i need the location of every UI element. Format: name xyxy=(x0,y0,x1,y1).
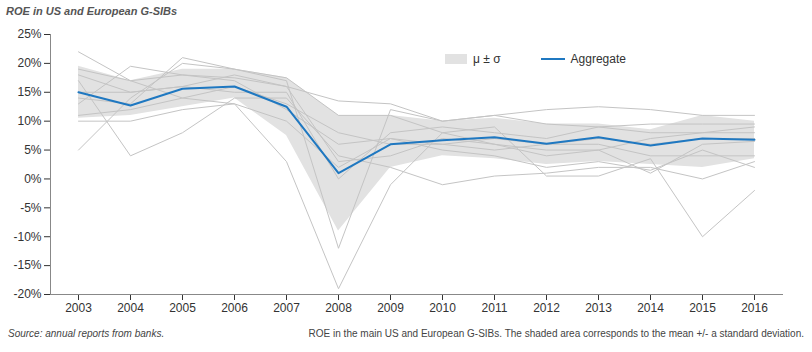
svg-text:2012: 2012 xyxy=(533,301,560,315)
svg-text:2013: 2013 xyxy=(585,301,612,315)
svg-text:2005: 2005 xyxy=(169,301,196,315)
svg-text:20%: 20% xyxy=(17,56,41,70)
svg-text:-5%: -5% xyxy=(20,201,42,215)
svg-text:15%: 15% xyxy=(17,85,41,99)
svg-text:25%: 25% xyxy=(17,27,41,41)
svg-text:5%: 5% xyxy=(24,143,42,157)
svg-text:-10%: -10% xyxy=(13,230,41,244)
svg-text:2007: 2007 xyxy=(273,301,300,315)
svg-text:2014: 2014 xyxy=(637,301,664,315)
svg-text:2003: 2003 xyxy=(65,301,92,315)
svg-text:-15%: -15% xyxy=(13,258,41,272)
svg-text:2008: 2008 xyxy=(325,301,352,315)
svg-text:0%: 0% xyxy=(24,172,42,186)
svg-text:2015: 2015 xyxy=(689,301,716,315)
svg-text:2004: 2004 xyxy=(117,301,144,315)
html-text:Aggregate: Aggregate xyxy=(570,52,626,66)
svg-text:10%: 10% xyxy=(17,114,41,128)
svg-text:2006: 2006 xyxy=(221,301,248,315)
svg-text:2010: 2010 xyxy=(429,301,456,315)
html-text:ROE in US and European G-SIBs: ROE in US and European G-SIBs xyxy=(6,5,178,17)
html-text:μ ± σ: μ ± σ xyxy=(473,52,501,66)
svg-text:-20%: -20% xyxy=(13,287,41,301)
html-text:ROE in the main US and Europea: ROE in the main US and European G-SIBs. … xyxy=(308,327,804,339)
svg-text:2016: 2016 xyxy=(741,301,768,315)
svg-text:2009: 2009 xyxy=(377,301,404,315)
html-text:Source: annual reports from ba: Source: annual reports from banks. xyxy=(8,327,165,339)
svg-text:2011: 2011 xyxy=(482,301,508,315)
